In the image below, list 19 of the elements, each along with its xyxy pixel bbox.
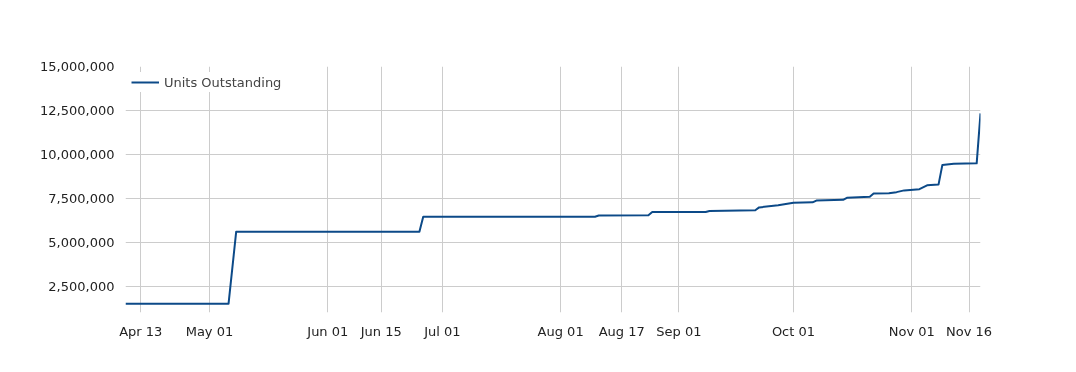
x-tick-label: Aug 17 bbox=[598, 323, 645, 339]
x-tick-label: Jun 01 bbox=[306, 323, 349, 339]
x-tick-label: Nov 16 bbox=[946, 323, 993, 339]
x-tick-label: May 01 bbox=[185, 323, 234, 339]
y-tick-label: 7,500,000 bbox=[48, 190, 115, 206]
y-tick-label: 2,500,000 bbox=[48, 278, 115, 294]
legend-label: Units Outstanding bbox=[164, 74, 282, 90]
x-tick-label: Nov 01 bbox=[888, 323, 935, 339]
x-tick-label: Apr 13 bbox=[119, 323, 163, 339]
y-tick-label: 10,000,000 bbox=[40, 146, 115, 162]
line-series bbox=[125, 112, 981, 305]
x-tick-label: Jun 15 bbox=[359, 323, 402, 339]
x-tick-label: Aug 01 bbox=[537, 323, 584, 339]
x-tick-label: Oct 01 bbox=[771, 323, 816, 339]
x-tick-label: Jul 01 bbox=[423, 323, 461, 339]
x-tick-label: Sep 01 bbox=[656, 323, 702, 339]
y-tick-label: 12,500,000 bbox=[40, 102, 115, 118]
y-tick-label: 15,000,000 bbox=[40, 59, 115, 74]
y-tick-label: 5,000,000 bbox=[48, 234, 115, 250]
